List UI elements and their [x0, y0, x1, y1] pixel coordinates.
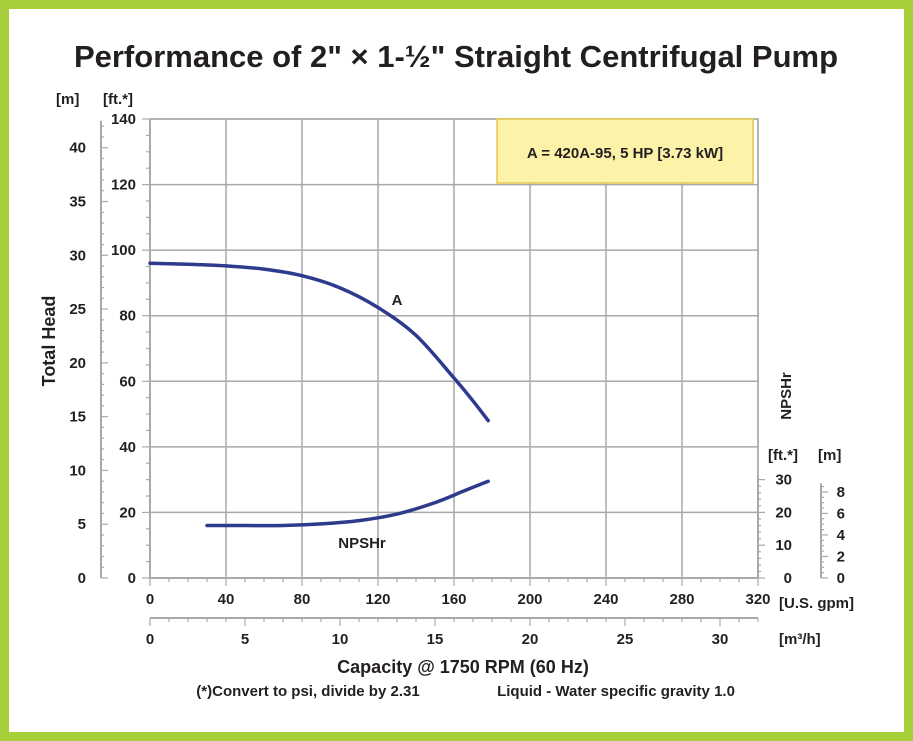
npsh-axis-title: NPSHr [778, 372, 795, 420]
curve-label-npshr: NPSHr [338, 535, 386, 552]
x-gpm-tick-label: 120 [365, 591, 390, 608]
x-m3h-unit: [m³/h] [779, 631, 821, 648]
x-gpm-tick-label: 200 [517, 591, 542, 608]
y-ft-tick-label: 80 [119, 308, 136, 325]
y-m-tick-label: 15 [69, 409, 86, 426]
legend: A = 420A-95, 5 HP [3.73 kW] [496, 118, 754, 184]
y-ft-tick-label: 100 [111, 242, 136, 259]
npsh-ft-tick-label: 30 [775, 472, 792, 489]
y-m-unit: [m] [56, 91, 79, 108]
y-m-tick-label: 5 [78, 516, 86, 533]
x-m3h-tick-label: 30 [712, 631, 729, 648]
x-m3h-tick-label: 20 [522, 631, 539, 648]
npsh-ft-tick-label: 10 [775, 537, 792, 554]
x-axis-title: Capacity @ 1750 RPM (60 Hz) [337, 657, 589, 677]
grid-lines [149, 118, 759, 579]
x-gpm-unit: [U.S. gpm] [779, 595, 854, 612]
x-m3h-tick-label: 0 [146, 631, 154, 648]
x-gpm-tick-label: 80 [294, 591, 311, 608]
y-ft-tick-label: 140 [111, 111, 136, 128]
npsh-m-tick-label: 8 [837, 484, 845, 501]
x-gpm-tick-label: 0 [146, 591, 154, 608]
y-m-tick-label: 35 [69, 194, 86, 211]
y-m-tick-label: 0 [78, 570, 86, 587]
x-m3h-tick-label: 5 [241, 631, 249, 648]
x-m3h-tick-label: 25 [617, 631, 634, 648]
y-ft-tick-label: 0 [128, 570, 136, 587]
npsh-m-unit: [m] [818, 447, 841, 464]
y-m-tick-label: 10 [69, 462, 86, 479]
npsh-m-tick-label: 6 [837, 505, 845, 522]
psi-footnote: (*)Convert to psi, divide by 2.31 [196, 683, 419, 700]
npsh-ft-tick-label: 0 [784, 570, 792, 587]
x-m3h-tick-label: 10 [332, 631, 349, 648]
legend-box [496, 118, 754, 184]
npsh-ft-tick-label: 20 [775, 504, 792, 521]
y-ft-unit: [ft.*] [103, 91, 133, 108]
fluid-note: Liquid - Water specific gravity 1.0 [497, 683, 735, 700]
y-m-tick-label: 30 [69, 247, 86, 264]
series-a-line [148, 261, 490, 423]
x-gpm-tick-label: 40 [218, 591, 235, 608]
y-m-tick-label: 25 [69, 301, 86, 318]
axes [100, 118, 828, 626]
chart-title: Performance of 2" × 1-½" Straight Centri… [74, 39, 838, 74]
npsh-ft-unit: [ft.*] [768, 447, 798, 464]
legend-text: A = 420A-95, 5 HP [3.73 kW] [527, 145, 723, 162]
y-m-tick-label: 20 [69, 355, 86, 372]
curve-label-a: A [392, 292, 403, 309]
series-group [148, 261, 490, 528]
x-m3h-tick-label: 15 [427, 631, 444, 648]
y-ft-tick-label: 40 [119, 439, 136, 456]
y-axis-title: Total Head [39, 296, 59, 387]
npsh-m-tick-label: 0 [837, 570, 845, 587]
y-m-tick-label: 40 [69, 140, 86, 157]
npsh-m-tick-label: 4 [837, 527, 846, 544]
x-gpm-tick-label: 160 [441, 591, 466, 608]
npsh-m-tick-label: 2 [837, 548, 845, 565]
y-ft-tick-label: 120 [111, 177, 136, 194]
x-gpm-tick-label: 320 [745, 591, 770, 608]
y-ft-tick-label: 20 [119, 504, 136, 521]
x-gpm-tick-label: 240 [593, 591, 618, 608]
y-ft-tick-label: 60 [119, 373, 136, 390]
series-npshr-line [205, 479, 490, 528]
x-gpm-tick-label: 280 [669, 591, 694, 608]
